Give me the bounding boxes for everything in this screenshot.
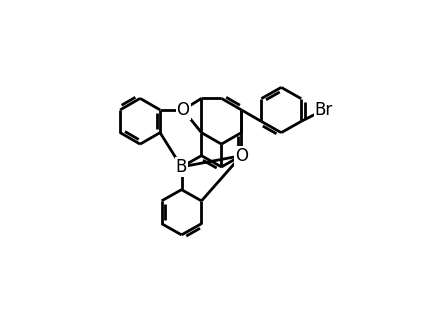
Text: Br: Br xyxy=(314,101,333,119)
Text: B: B xyxy=(176,158,187,176)
Text: O: O xyxy=(177,101,190,119)
Text: O: O xyxy=(235,147,248,165)
